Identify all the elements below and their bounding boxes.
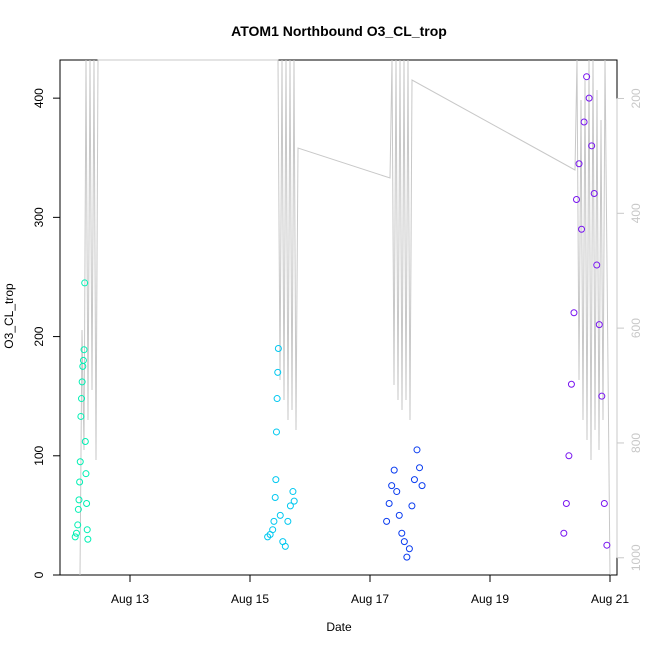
data-point-s1	[81, 279, 89, 287]
data-point-s2	[269, 526, 277, 534]
right-pressure-axis: 200 400 600 800 1000	[616, 88, 643, 571]
right-tick-label: 400	[629, 203, 643, 223]
data-point-s3	[418, 482, 426, 490]
data-point-s2	[272, 476, 280, 484]
data-point-s1	[75, 496, 83, 504]
data-point-s4	[588, 142, 596, 150]
data-point-s2	[290, 497, 298, 505]
data-point-s4	[565, 452, 573, 460]
data-point-s4	[598, 392, 606, 400]
data-point-s2	[276, 511, 284, 519]
data-point-s1	[78, 378, 86, 386]
data-point-s3	[385, 499, 393, 507]
data-point-s4	[567, 380, 575, 388]
data-point-s3	[393, 488, 401, 496]
data-point-s3	[398, 529, 406, 537]
data-point-s4	[580, 118, 588, 126]
x-tick-label: Aug 15	[231, 592, 269, 606]
data-point-s2	[274, 368, 282, 376]
data-point-s4	[560, 529, 568, 537]
data-point-s2	[289, 488, 297, 496]
data-point-s1	[79, 356, 87, 364]
data-point-s1	[74, 521, 82, 529]
data-point-s3	[413, 446, 421, 454]
data-point-s1	[76, 458, 84, 466]
data-point-s4	[603, 541, 611, 549]
right-tick-label: 1000	[629, 544, 643, 571]
data-point-s1	[83, 526, 91, 534]
data-point-s1	[84, 535, 92, 543]
data-point-s4	[583, 73, 591, 81]
data-point-s2	[273, 395, 281, 403]
data-point-s1	[74, 505, 82, 513]
chart-title: ATOM1 Northbound O3_CL_trop	[231, 23, 447, 39]
x-axis: Aug 13 Aug 15 Aug 17 Aug 19 Aug 21	[111, 574, 629, 606]
data-point-s4	[578, 225, 586, 233]
data-point-s4	[562, 499, 570, 507]
y-tick-label: 100	[32, 445, 46, 465]
x-tick-label: Aug 21	[591, 592, 629, 606]
data-point-s1	[71, 533, 79, 541]
data-point-s4	[600, 499, 608, 507]
data-point-s4	[572, 195, 580, 203]
data-point-s1	[72, 529, 80, 537]
x-tick-label: Aug 13	[111, 592, 149, 606]
data-point-s4	[575, 160, 583, 168]
y-tick-label: 200	[32, 326, 46, 346]
data-point-s4	[570, 309, 578, 317]
right-tick-label: 600	[629, 318, 643, 338]
data-point-s1	[80, 346, 88, 354]
data-point-s3	[416, 464, 424, 472]
x-axis-label: Date	[326, 620, 352, 634]
x-tick-label: Aug 17	[351, 592, 389, 606]
data-point-s4	[590, 190, 598, 198]
data-point-s3	[388, 482, 396, 490]
x-tick-label: Aug 19	[471, 592, 509, 606]
data-point-s1	[76, 478, 84, 486]
data-point-s2	[281, 542, 289, 550]
data-point-s4	[585, 94, 593, 102]
y-axis: 0 100 200 300 400	[32, 88, 61, 578]
data-point-s3	[383, 517, 391, 525]
y-tick-label: 300	[32, 207, 46, 227]
data-points-layer	[71, 73, 611, 561]
data-point-s2	[270, 517, 278, 525]
data-point-s1	[78, 395, 86, 403]
data-point-s2	[286, 502, 294, 510]
y-axis-label: O3_CL_trop	[2, 283, 16, 349]
data-point-s2	[272, 428, 280, 436]
y-tick-label: 400	[32, 88, 46, 108]
data-point-s3	[400, 538, 408, 546]
data-point-s1	[83, 499, 91, 507]
data-point-s4	[595, 321, 603, 329]
data-point-s1	[81, 437, 89, 445]
data-point-s2	[271, 494, 279, 502]
data-point-s2	[284, 517, 292, 525]
data-point-s3	[390, 466, 398, 474]
data-point-s3	[408, 502, 416, 510]
data-point-s3	[410, 476, 418, 484]
data-point-s2	[274, 345, 282, 352]
altitude-trajectory-layer	[79, 59, 611, 576]
y-tick-label: 0	[32, 571, 46, 578]
right-tick-label: 200	[629, 88, 643, 108]
data-point-s1	[77, 412, 85, 420]
data-point-s3	[405, 545, 413, 553]
data-point-s3	[403, 553, 411, 561]
right-tick-label: 800	[629, 433, 643, 453]
altitude-trace-line	[79, 59, 611, 576]
data-point-s3	[395, 511, 403, 519]
data-point-s1	[82, 470, 90, 478]
data-point-s4	[593, 261, 601, 269]
